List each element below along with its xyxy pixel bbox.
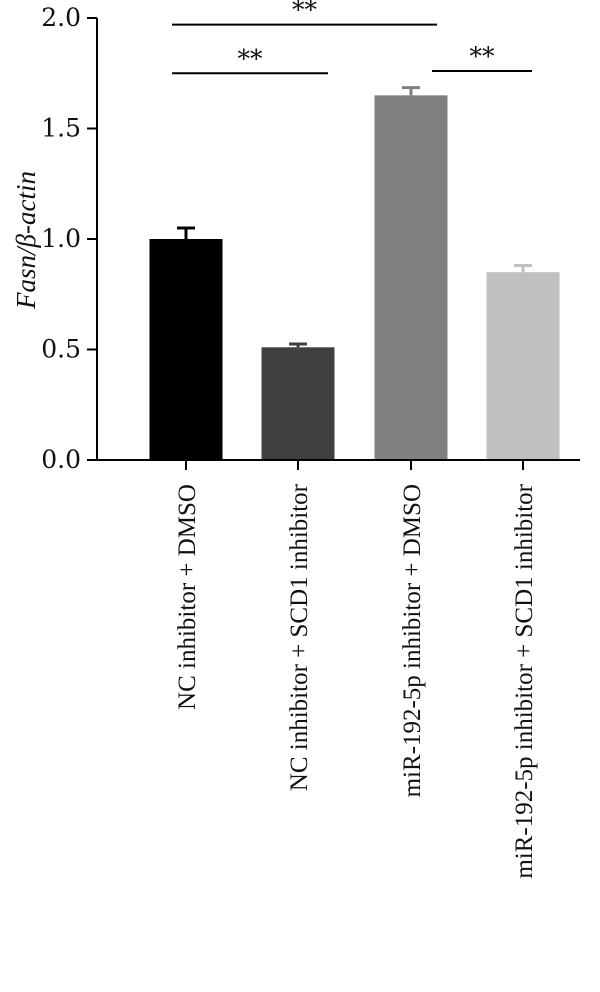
y-axis: 0.0 0.5 1.0 1.5 2.0: [41, 3, 98, 474]
bar: [149, 239, 223, 460]
y-tick-label: 1.5: [41, 114, 81, 143]
significance-label: **: [292, 0, 318, 25]
y-tick-label: 0.5: [41, 335, 81, 364]
significance-label: **: [470, 42, 496, 71]
x-tick-label: NC inhibitor + SCD1 inhibitor: [286, 483, 313, 791]
x-axis: NC inhibitor + DMSO NC inhibitor + SCD1 i…: [97, 459, 580, 879]
bar: [261, 347, 335, 460]
y-tick-label: 1.0: [41, 224, 81, 253]
x-tick-label: miR-192-5p inhibitor + DMSO: [399, 484, 426, 797]
significance-markers: ** ** **: [172, 0, 532, 75]
y-tick-label: 2.0: [41, 3, 81, 32]
significance-label: **: [238, 44, 264, 73]
x-tick-label: NC inhibitor + DMSO: [174, 484, 201, 710]
bars: [149, 86, 560, 460]
bar: [486, 272, 560, 460]
x-tick-label: miR-192-5p inhibitor + SCD1 inhibitor: [511, 483, 538, 878]
y-tick-label: 0.0: [41, 445, 81, 474]
y-axis-label: Fasn/β-actin: [11, 171, 41, 310]
bar: [374, 95, 448, 460]
